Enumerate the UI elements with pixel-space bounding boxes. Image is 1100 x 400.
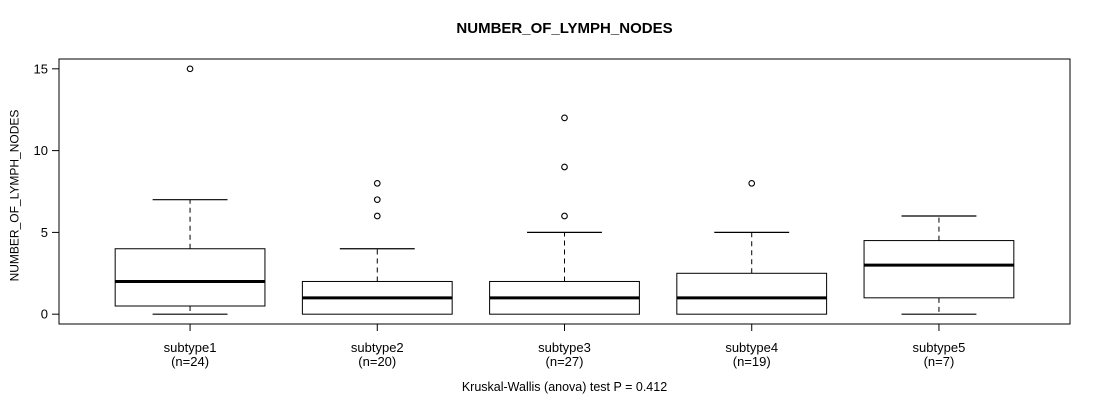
x-group-count: (n=27): [546, 354, 584, 369]
x-group-label: subtype1: [164, 340, 217, 355]
outlier-point: [748, 179, 756, 187]
x-group-label: subtype2: [351, 340, 404, 355]
y-tick-label: 0: [41, 307, 48, 322]
stat-test-caption: Kruskal-Wallis (anova) test P = 0.412: [461, 380, 668, 394]
box: [114, 248, 266, 307]
outlier-point: [561, 163, 568, 171]
x-group-count: (n=20): [358, 354, 396, 369]
outlier-point: [373, 212, 381, 220]
y-tick-label: 5: [41, 225, 48, 240]
x-group-label: subtype5: [913, 340, 966, 355]
x-group-count: (n=24): [171, 354, 209, 369]
outlier-point: [373, 179, 381, 187]
x-group-count: (n=19): [733, 354, 771, 369]
y-tick-label: 10: [34, 143, 48, 158]
outlier-point: [373, 196, 381, 204]
y-tick-label: 15: [34, 61, 48, 76]
x-group-label: subtype4: [725, 340, 778, 355]
box: [863, 240, 1015, 299]
box: [676, 272, 828, 315]
chart-title: NUMBER_OF_LYMPH_NODES: [456, 20, 673, 37]
x-group-label: subtype3: [538, 340, 591, 355]
outlier-point: [186, 65, 194, 73]
outlier-point: [561, 212, 568, 220]
outlier-point: [561, 114, 568, 122]
x-group-count: (n=7): [924, 354, 955, 369]
